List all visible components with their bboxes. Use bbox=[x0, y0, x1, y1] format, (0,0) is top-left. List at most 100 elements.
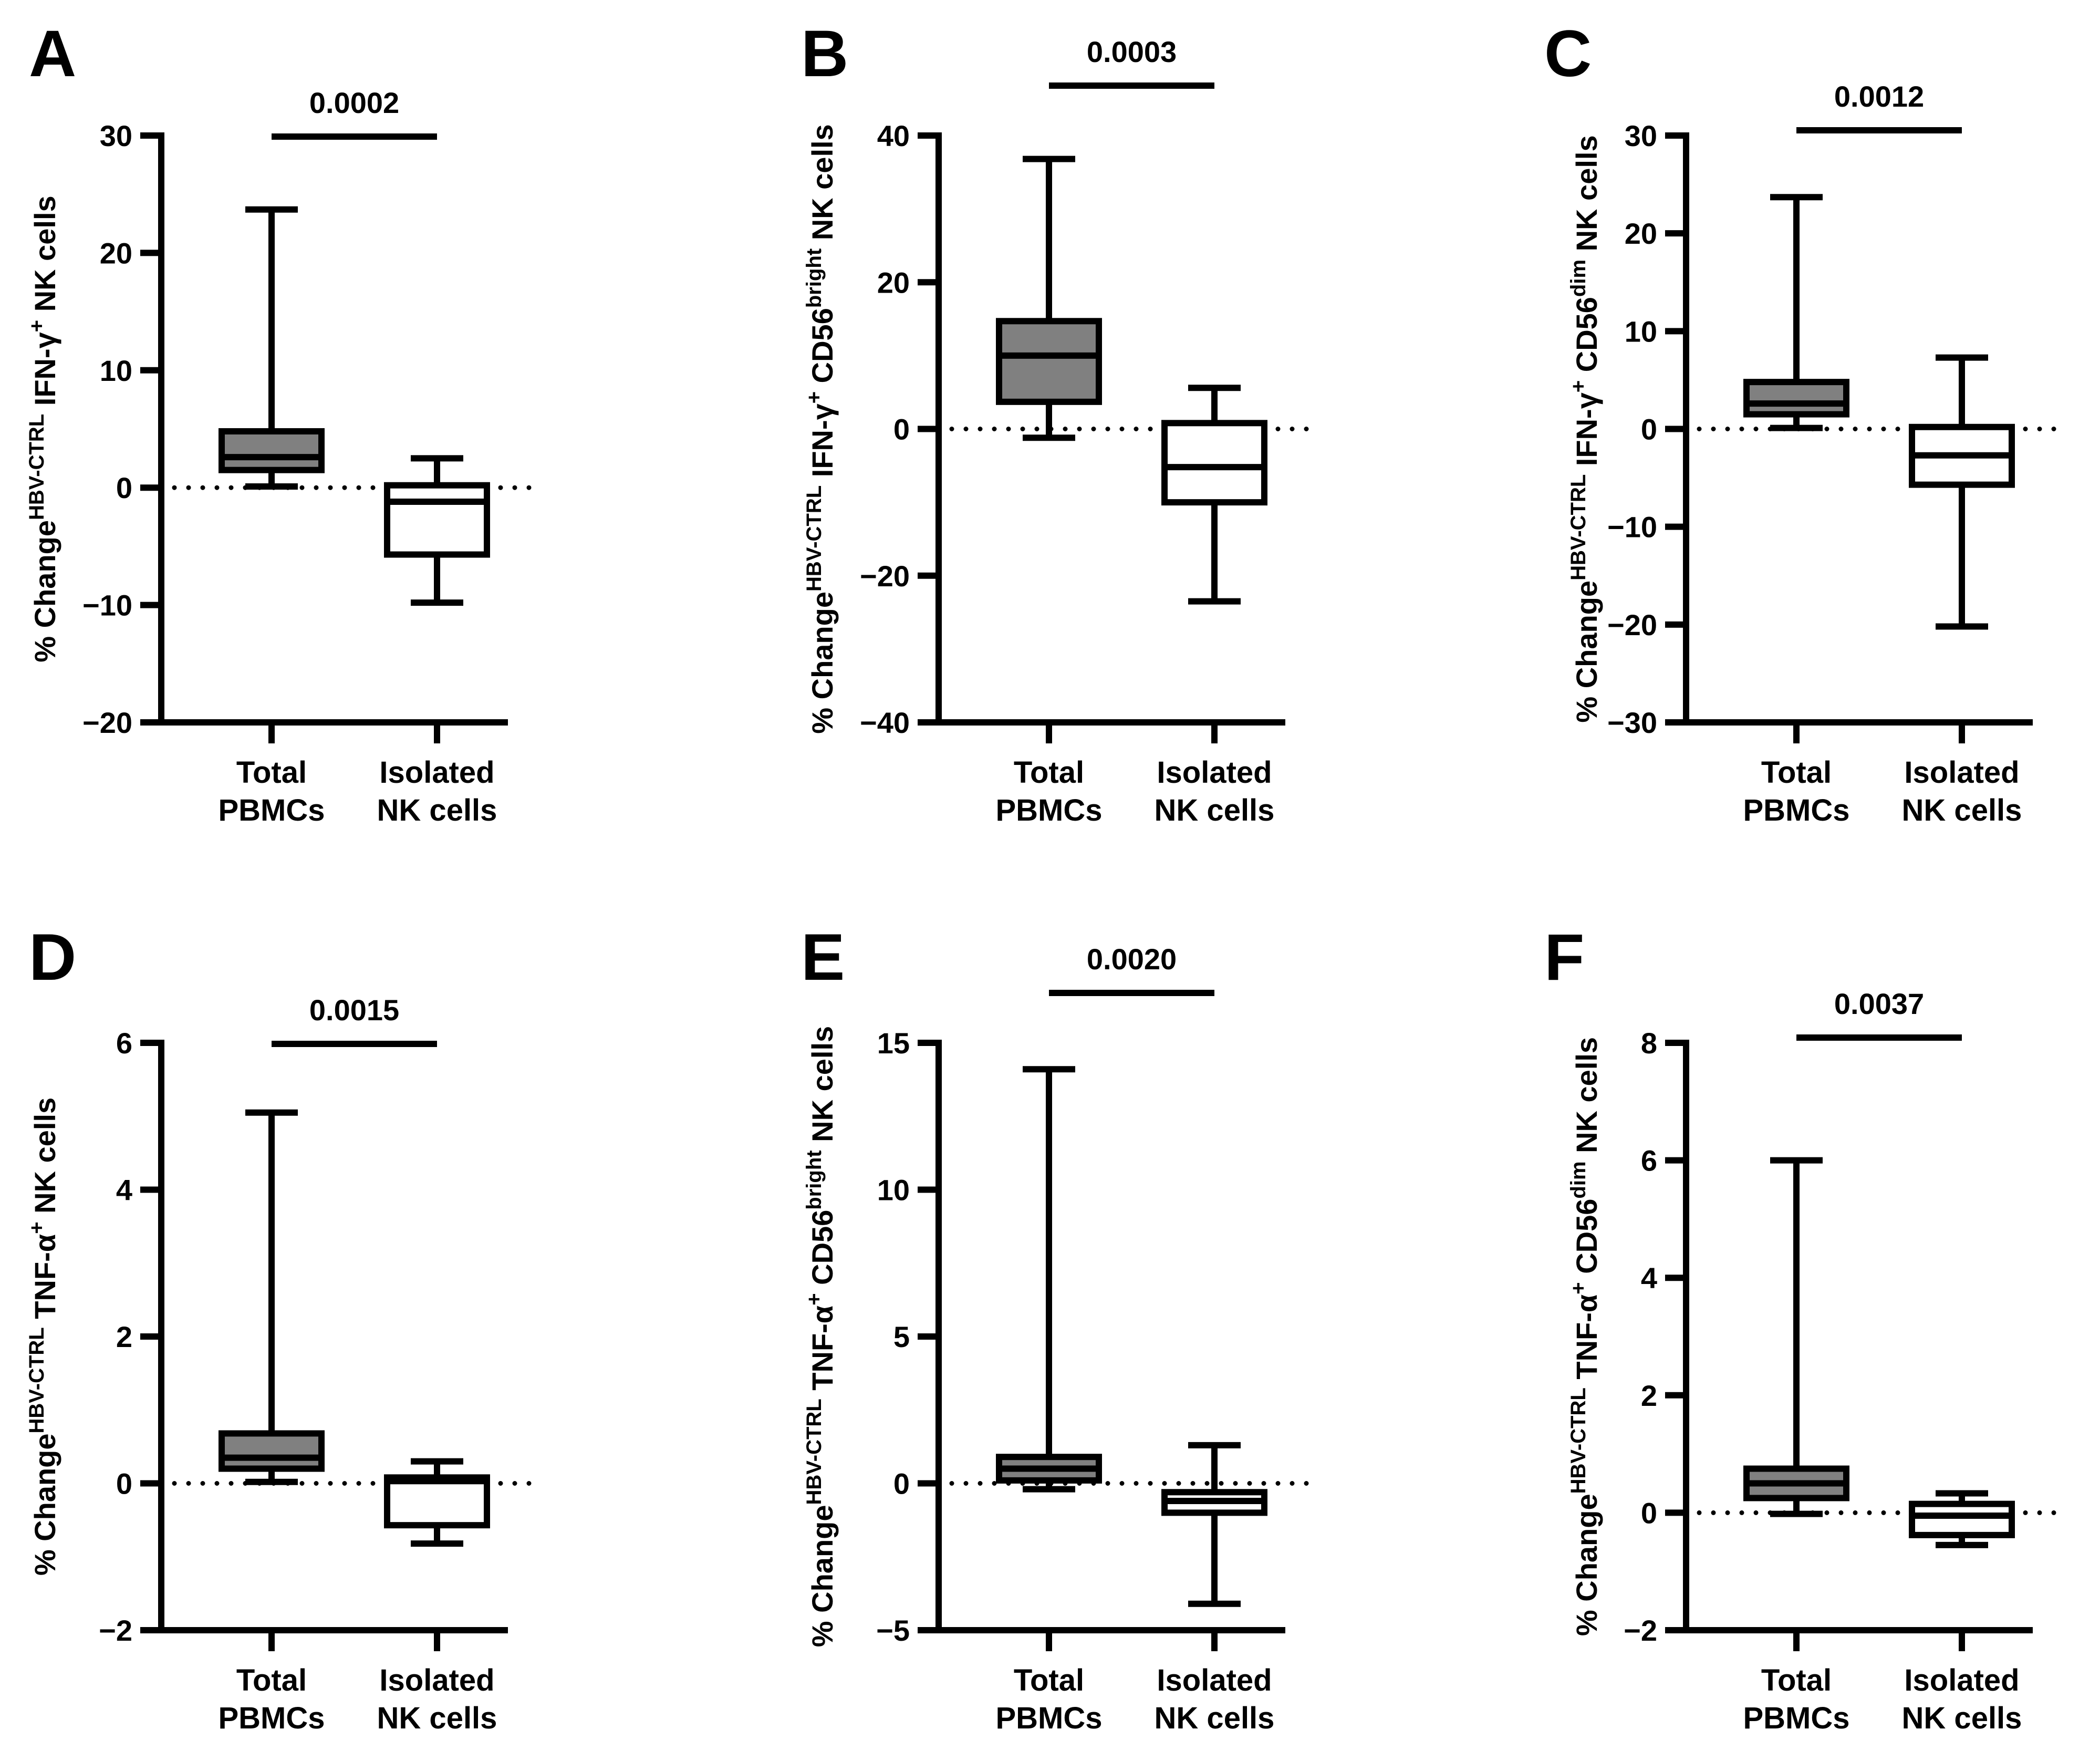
x-category-label: Isolated bbox=[1157, 1663, 1272, 1697]
y-tick-label: −2 bbox=[1624, 1614, 1657, 1647]
box-total-pbmcs bbox=[1743, 194, 1849, 431]
y-tick-label: 30 bbox=[100, 119, 132, 152]
x-category-label: PBMCs bbox=[218, 793, 325, 827]
box-isolated-nk-cells bbox=[1161, 1442, 1267, 1607]
x-category-label: Isolated bbox=[1904, 1663, 2019, 1697]
y-tick-label: 10 bbox=[1625, 315, 1657, 348]
y-tick-label: −10 bbox=[1607, 511, 1657, 544]
panel-f: F −2 0 2 4 6 8 Total PBMCs Isolated NK cells 0.0037… bbox=[1544, 921, 2059, 1735]
y-tick-label: 10 bbox=[877, 1174, 910, 1207]
panel-letter: C bbox=[1544, 17, 1592, 90]
panel-letter: F bbox=[1544, 921, 1584, 994]
x-category-label: PBMCs bbox=[218, 1701, 325, 1735]
x-category-label: PBMCs bbox=[1743, 793, 1849, 827]
y-tick-label: 6 bbox=[1641, 1144, 1657, 1177]
iqr-box bbox=[384, 1474, 490, 1529]
x-category-label: Total bbox=[1761, 1663, 1832, 1697]
box-total-pbmcs bbox=[996, 156, 1102, 441]
box-isolated-nk-cells bbox=[1161, 385, 1267, 605]
box-isolated-nk-cells bbox=[384, 1458, 490, 1547]
y-tick-label: 30 bbox=[1625, 119, 1657, 152]
iqr-box bbox=[1743, 379, 1849, 418]
x-category-label: NK cells bbox=[1902, 793, 2022, 827]
iqr-box bbox=[1909, 1500, 2015, 1538]
y-tick-label: 2 bbox=[116, 1320, 132, 1353]
p-value: 0.0003 bbox=[1087, 35, 1177, 68]
y-tick-label: 15 bbox=[877, 1027, 910, 1060]
box-isolated-nk-cells bbox=[1909, 354, 2015, 630]
p-value: 0.0037 bbox=[1834, 987, 1924, 1020]
p-value: 0.0015 bbox=[309, 993, 399, 1027]
y-tick-label: 0 bbox=[116, 471, 132, 504]
panel-e: E −5 0 5 10 15 Total PBMCs Isolated NK cells 0.002… bbox=[801, 921, 1312, 1735]
p-value: 0.0002 bbox=[309, 86, 399, 119]
panel-letter: E bbox=[801, 921, 845, 994]
y-tick-label: 20 bbox=[100, 236, 132, 270]
x-category-label: NK cells bbox=[1902, 1701, 2022, 1735]
x-category-label: Total bbox=[1014, 1663, 1084, 1697]
iqr-box bbox=[219, 1430, 325, 1472]
y-tick-label: 0 bbox=[1641, 1496, 1657, 1529]
y-tick-label: 0 bbox=[1641, 413, 1657, 446]
y-tick-label: −40 bbox=[860, 706, 910, 739]
panel-letter: D bbox=[29, 921, 76, 994]
y-tick-label: 4 bbox=[116, 1174, 132, 1207]
x-category-label: Isolated bbox=[1904, 755, 2019, 790]
x-category-label: PBMCs bbox=[995, 793, 1102, 827]
y-tick-label: 8 bbox=[1641, 1027, 1657, 1060]
x-category-label: NK cells bbox=[377, 793, 497, 827]
x-category-label: NK cells bbox=[1155, 793, 1275, 827]
x-category-label: PBMCs bbox=[995, 1701, 1102, 1735]
y-axis-label: % ChangeHBV-CTRL TNF-α+ NK cells bbox=[25, 1097, 61, 1576]
x-category-label: Total bbox=[236, 1663, 307, 1697]
y-tick-label: 4 bbox=[1641, 1261, 1657, 1294]
y-axis-label: % ChangeHBV-CTRL IFN-γ+ CD56dim NK cells bbox=[1567, 135, 1603, 722]
y-tick-label: −20 bbox=[82, 706, 132, 739]
y-axis-label: % ChangeHBV-CTRL TNF-α+ CD56bright NK ce… bbox=[803, 1026, 839, 1647]
y-tick-label: 5 bbox=[893, 1320, 910, 1353]
y-tick-label: −30 bbox=[1607, 706, 1657, 739]
iqr-box bbox=[384, 482, 490, 558]
y-tick-label: 20 bbox=[877, 266, 910, 299]
box-isolated-nk-cells bbox=[1909, 1490, 2015, 1548]
x-category-label: NK cells bbox=[1155, 1701, 1275, 1735]
y-tick-label: −10 bbox=[82, 589, 132, 622]
p-value: 0.0020 bbox=[1087, 942, 1177, 976]
box-total-pbmcs bbox=[219, 1109, 325, 1485]
y-tick-label: −5 bbox=[876, 1614, 910, 1647]
iqr-box bbox=[1161, 420, 1267, 506]
x-category-label: Total bbox=[1014, 755, 1084, 790]
y-axis-label: % ChangeHBV-CTRL IFN-γ+ CD56bright NK ce… bbox=[803, 124, 839, 733]
y-tick-label: 20 bbox=[1625, 217, 1657, 250]
x-category-label: Total bbox=[236, 755, 307, 790]
x-category-label: PBMCs bbox=[1743, 1701, 1849, 1735]
x-category-label: Isolated bbox=[1157, 755, 1272, 790]
box-isolated-nk-cells bbox=[384, 455, 490, 606]
iqr-box bbox=[219, 428, 325, 473]
y-tick-label: −2 bbox=[99, 1614, 132, 1647]
iqr-box bbox=[996, 318, 1102, 405]
y-tick-label: 0 bbox=[116, 1467, 132, 1500]
box-total-pbmcs bbox=[996, 1066, 1102, 1493]
y-tick-label: −20 bbox=[1607, 608, 1657, 641]
box-total-pbmcs bbox=[219, 206, 325, 490]
y-tick-label: 0 bbox=[893, 1467, 910, 1500]
panel-letter: B bbox=[801, 17, 848, 90]
y-axis-label: % ChangeHBV-CTRL TNF-α+ CD56dim NK cells bbox=[1567, 1037, 1603, 1636]
x-category-label: Isolated bbox=[379, 1663, 494, 1697]
y-tick-label: 10 bbox=[100, 354, 132, 387]
x-category-label: NK cells bbox=[377, 1701, 497, 1735]
p-value: 0.0012 bbox=[1834, 80, 1924, 113]
panel-d: D −2 0 2 4 6 Total PBMCs Isolated NK cells 0.0015%… bbox=[25, 921, 534, 1735]
x-category-label: Isolated bbox=[379, 755, 494, 790]
box-total-pbmcs bbox=[1743, 1157, 1849, 1517]
y-axis-label: % ChangeHBV-CTRL IFN-γ+ NK cells bbox=[25, 195, 61, 662]
y-tick-label: 2 bbox=[1641, 1379, 1657, 1412]
panel-letter: A bbox=[29, 17, 76, 90]
y-tick-label: 40 bbox=[877, 119, 910, 152]
y-tick-label: 6 bbox=[116, 1027, 132, 1060]
